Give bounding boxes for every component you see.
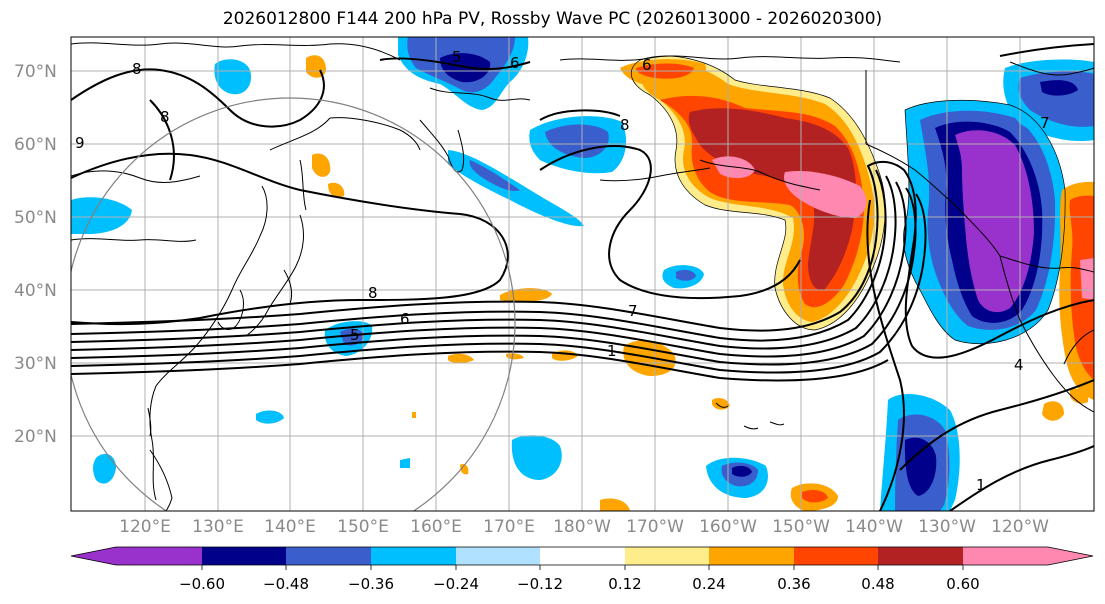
lon-label: 160°W	[699, 517, 757, 537]
colorbar-tick-label: 0.60	[946, 575, 980, 593]
contour-label: 5	[350, 326, 360, 344]
colorbar-bin	[540, 547, 625, 565]
colorbar-extend-right	[1048, 547, 1093, 565]
lon-label: 140°W	[845, 517, 903, 537]
lat-label: 40°N	[14, 281, 57, 301]
colorbar-tick-label: 0.12	[608, 575, 642, 593]
contour-label: 8	[620, 116, 630, 134]
colorbar-bin	[794, 547, 878, 565]
contour-label: 7	[1040, 114, 1050, 132]
lat-label: 60°N	[14, 135, 57, 155]
lon-label: 180°W	[553, 517, 611, 537]
colorbar-tick-label: 0.36	[777, 575, 811, 593]
lon-label: 120°E	[119, 517, 171, 537]
lat-label: 50°N	[14, 208, 57, 228]
lon-label: 130°W	[918, 517, 976, 537]
contour-label: 6	[510, 54, 520, 72]
contour-label: 4	[1014, 356, 1024, 374]
contour-label: 9	[75, 134, 85, 152]
contour-label: 8	[160, 108, 170, 126]
colorbar-tick-label: −0.12	[517, 575, 563, 593]
colorbar-tick-label: 0.24	[692, 575, 726, 593]
colorbar-tick-label: 0.48	[861, 575, 895, 593]
lon-label: 170°E	[483, 517, 535, 537]
pv-contours	[71, 43, 1094, 511]
colorbar-bin	[963, 547, 1048, 565]
contour-labels: 8 8 9 5 6 8 8 6 7 1 6 7 4 1 5	[75, 48, 1050, 494]
contour-label: 1	[976, 476, 986, 494]
contour-label: 6	[400, 310, 410, 328]
lat-label: 30°N	[14, 354, 57, 374]
colorbar-tick-label: −0.60	[179, 575, 225, 593]
colorbar-extend-left	[71, 547, 116, 565]
lon-label: 140°E	[264, 517, 316, 537]
contour-label: 8	[132, 60, 142, 78]
colorbar	[70, 546, 1094, 570]
colorbar-bin	[625, 547, 709, 565]
contour-label: 6	[642, 56, 652, 74]
lon-label: 130°E	[192, 517, 244, 537]
colorbar-bin	[116, 547, 202, 565]
lat-label: 70°N	[14, 62, 57, 82]
colorbar-bin	[709, 547, 794, 565]
lon-label: 120°W	[991, 517, 1049, 537]
colorbar-tick-label: −0.36	[348, 575, 394, 593]
map-title: 2026012800 F144 200 hPa PV, Rossby Wave …	[222, 9, 883, 29]
positive-anomaly-shading	[306, 55, 1094, 511]
reference-circle	[71, 97, 516, 511]
lon-label: 170°W	[626, 517, 684, 537]
graticule	[71, 37, 1094, 511]
lon-label: 160°E	[410, 517, 462, 537]
colorbar-bin	[878, 547, 963, 565]
contour-label: 7	[628, 302, 638, 320]
contour-label: 5	[452, 48, 462, 66]
coastlines	[71, 42, 1094, 511]
map-area: 8 8 9 5 6 8 8 6 7 1 6 7 4 1 5	[71, 37, 1094, 511]
anomaly-outlines	[630, 55, 1066, 345]
contour-label: 8	[368, 284, 378, 302]
colorbar-bin	[286, 547, 371, 565]
colorbar-tick-label: −0.48	[263, 575, 309, 593]
contour-label: 1	[607, 342, 617, 360]
colorbar-bin	[456, 547, 540, 565]
colorbar-bin	[371, 547, 456, 565]
colorbar-tick-label: −0.24	[433, 575, 479, 593]
lon-label: 150°E	[337, 517, 389, 537]
map-frame	[70, 36, 1095, 512]
colorbar-bin	[202, 547, 286, 565]
lon-label: 150°W	[772, 517, 830, 537]
lat-label: 20°N	[14, 427, 57, 447]
